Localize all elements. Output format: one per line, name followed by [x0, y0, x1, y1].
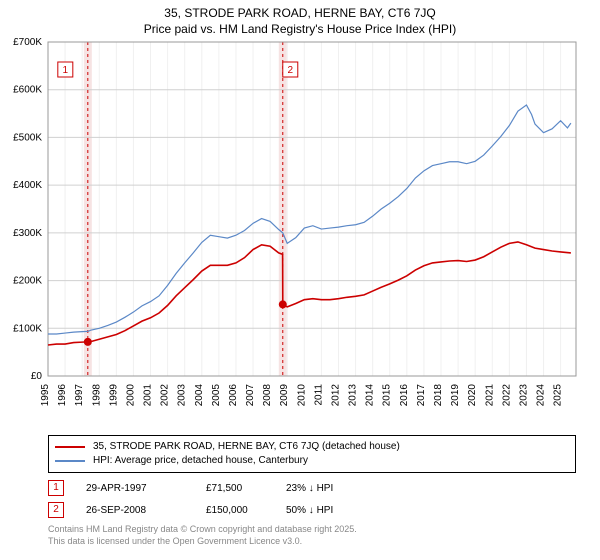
legend-row: HPI: Average price, detached house, Cant… [55, 454, 569, 468]
svg-text:£700K: £700K [13, 37, 42, 48]
svg-text:£200K: £200K [13, 276, 42, 287]
svg-text:2018: 2018 [433, 384, 444, 407]
svg-text:2012: 2012 [330, 384, 341, 407]
legend-label: 35, STRODE PARK ROAD, HERNE BAY, CT6 7JQ… [93, 440, 400, 454]
legend: 35, STRODE PARK ROAD, HERNE BAY, CT6 7JQ… [48, 435, 576, 473]
svg-text:2017: 2017 [416, 384, 427, 407]
chart-canvas: £0 £100K £200K £300K £400K £500K £600K £700K 199… [0, 36, 600, 426]
svg-text:1998: 1998 [91, 384, 102, 407]
event-price: £71,500 [206, 483, 286, 494]
event-price: £150,000 [206, 505, 286, 516]
svg-text:1999: 1999 [108, 384, 119, 407]
svg-text:2011: 2011 [313, 384, 324, 406]
event-date: 29-APR-1997 [86, 483, 206, 494]
svg-text:1: 1 [63, 65, 69, 76]
svg-text:2013: 2013 [348, 384, 359, 407]
legend-row: 35, STRODE PARK ROAD, HERNE BAY, CT6 7JQ… [55, 440, 569, 454]
svg-text:1997: 1997 [74, 384, 85, 407]
legend-swatch [55, 460, 85, 462]
svg-text:£100K: £100K [13, 323, 42, 334]
svg-text:2023: 2023 [518, 384, 529, 407]
svg-text:2009: 2009 [279, 384, 290, 407]
svg-text:1995: 1995 [40, 384, 51, 407]
svg-text:2016: 2016 [399, 384, 410, 407]
svg-text:2: 2 [287, 65, 293, 76]
svg-text:£400K: £400K [13, 180, 42, 191]
svg-text:2006: 2006 [228, 384, 239, 407]
svg-text:2015: 2015 [382, 384, 393, 407]
event-row: 2 26-SEP-2008£150,00050% ↓ HPI [48, 499, 576, 521]
svg-text:2019: 2019 [450, 384, 461, 407]
legend-swatch [55, 446, 85, 448]
svg-text:2008: 2008 [262, 384, 273, 407]
svg-text:£0: £0 [31, 371, 43, 382]
event-badge: 2 [48, 502, 64, 518]
svg-text:2024: 2024 [536, 384, 547, 407]
svg-text:2002: 2002 [160, 384, 171, 407]
footer-note: Contains HM Land Registry data © Crown c… [48, 523, 576, 547]
chart-title: 35, STRODE PARK ROAD, HERNE BAY, CT6 7JQ [0, 0, 600, 20]
svg-text:2014: 2014 [365, 384, 376, 407]
svg-text:2021: 2021 [484, 384, 495, 407]
event-row: 1 29-APR-1997£71,50023% ↓ HPI [48, 477, 576, 499]
svg-text:2020: 2020 [467, 384, 478, 407]
legend-label: HPI: Average price, detached house, Cant… [93, 454, 308, 468]
svg-text:1996: 1996 [57, 384, 68, 407]
events-table: 1 29-APR-1997£71,50023% ↓ HPI 2 26-SEP-2008… [48, 477, 576, 521]
svg-text:£300K: £300K [13, 228, 42, 239]
svg-text:£500K: £500K [13, 132, 42, 143]
event-badge: 1 [48, 480, 64, 496]
svg-text:2025: 2025 [553, 384, 564, 407]
svg-text:2010: 2010 [296, 384, 307, 407]
event-date: 26-SEP-2008 [86, 505, 206, 516]
svg-text:£600K: £600K [13, 85, 42, 96]
svg-text:2007: 2007 [245, 384, 256, 407]
svg-text:2004: 2004 [194, 384, 205, 407]
svg-text:2003: 2003 [177, 384, 188, 407]
chart-subtitle: Price paid vs. HM Land Registry's House … [0, 20, 600, 36]
event-diff: 23% ↓ HPI [286, 483, 333, 494]
svg-text:2022: 2022 [501, 384, 512, 407]
svg-text:2001: 2001 [143, 384, 154, 407]
svg-text:2005: 2005 [211, 384, 222, 407]
event-diff: 50% ↓ HPI [286, 505, 333, 516]
svg-text:2000: 2000 [125, 384, 136, 407]
